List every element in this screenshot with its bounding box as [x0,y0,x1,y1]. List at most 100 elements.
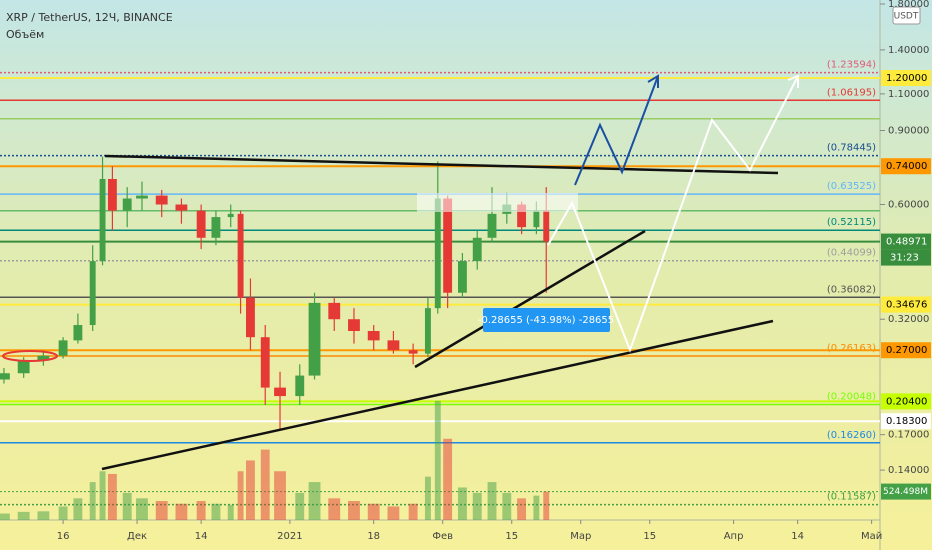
volume-bar [99,471,106,520]
x-tick-label: 14 [791,531,804,542]
highlight-box [417,193,578,212]
volume-bar [17,511,30,520]
volume-bar [424,476,431,520]
measure-annotation: -0.28655 (-43.98%) -28655 [478,315,614,326]
level-label: (0.16260) [827,430,876,441]
price-box [881,296,931,313]
level-label: (0.44099) [827,248,876,259]
volume-bar [434,400,441,520]
currency-box[interactable] [892,6,921,25]
candle-body [246,297,255,338]
candle-body [37,355,50,361]
candle-body [122,198,132,211]
level-label: (0.52115) [827,217,876,228]
level-label: (0.36082) [827,284,876,295]
arrowhead [787,74,799,88]
candle-body [457,261,467,293]
candle-body [328,302,341,320]
price-label: 1.20000 [886,73,927,84]
volume-bar [175,503,188,520]
price-label: 0.34676 [886,300,927,311]
level-label: (1.23594) [827,60,876,71]
y-tick-label: 0.90000 [888,126,929,137]
y-tick-label: 0.60000 [888,200,929,211]
candle-body [155,195,168,205]
currency[interactable]: USDT [894,12,919,22]
level-label: (0.26163) [827,343,876,354]
candle-body [237,213,244,298]
candle-body [73,325,83,341]
countdown-box [881,249,931,266]
volume-bar [227,504,234,520]
volume-bar [155,501,168,520]
level-label: (1.06195) [827,87,876,98]
candle-body [408,350,418,354]
candle-body [211,217,221,238]
candle-body [443,198,453,293]
x-tick-label: Фев [432,531,453,542]
x-tick-label: Дек [127,531,147,542]
candle-body [517,204,527,228]
candle-body [434,198,441,309]
volume-bar [295,492,305,520]
price-box [881,233,931,250]
volume-bar [457,487,467,520]
price-box [881,70,931,87]
volume-bar [107,473,117,520]
x-tick-label: Апр [724,531,744,542]
candle-body [274,387,286,397]
volume-bar [246,460,255,520]
volume-bar [136,498,148,520]
trendline [101,319,774,471]
x-tick-label: 14 [195,531,208,542]
projection-path [547,75,799,353]
price-label: 0.27000 [886,345,927,356]
candle-body [17,360,30,374]
x-tick-label: 16 [57,531,70,542]
level-label: (0.63525) [827,181,876,192]
x-tick-label: Май [861,531,882,542]
candle-body [295,375,305,397]
x-tick-label: 15 [643,531,656,542]
trendline [104,154,779,175]
candle-body [175,204,188,211]
volume-bar [274,471,286,520]
level-label: (0.78445) [827,143,876,154]
y-tick-label: 1.40000 [888,45,929,56]
volume-bar [196,501,206,520]
candle-body [487,213,497,238]
volume-bar [502,492,512,520]
candle-body [0,373,10,380]
marker-ellipse [2,350,58,362]
drawings [2,74,799,471]
candle-body [387,340,400,351]
price-box [881,342,931,359]
volume-bar [260,449,270,520]
volume-bar [328,498,341,520]
price-box [881,413,931,430]
volume-bar [517,498,527,520]
volume-bar [367,503,380,520]
candle-body [348,319,360,332]
volume-bar [408,503,418,520]
candle-body [99,178,106,262]
volume-label: 524.498M [883,487,928,497]
candle-body [196,210,206,238]
volume-bar [89,482,96,520]
arrowhead [647,74,659,88]
price-label: 0.20400 [886,396,927,407]
chart-title: XRP / TetherUS, 12Ч, BINANCE [6,11,173,24]
candle-body [89,261,96,326]
candle-body [107,178,117,211]
volume-bar [73,498,83,520]
price-box [881,158,931,175]
candle-body [533,210,540,228]
measure-box [483,308,610,332]
y-tick-label: 1.80000 [888,0,929,10]
y-tick-label: 0.17000 [888,430,929,441]
volume-bar [211,503,221,520]
candle-body [543,210,550,242]
candle-body [136,195,148,199]
volume-bar [122,492,132,520]
y-tick-label: 1.10000 [888,89,929,100]
